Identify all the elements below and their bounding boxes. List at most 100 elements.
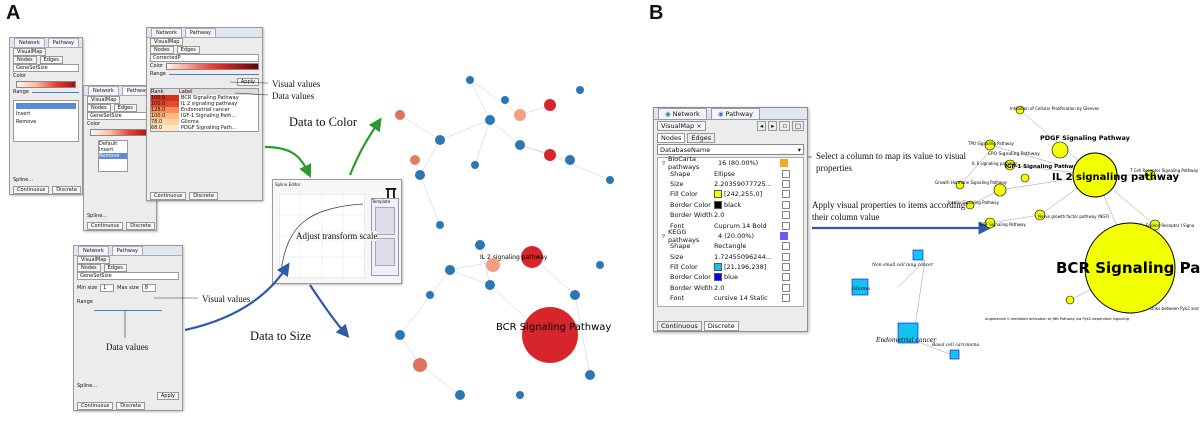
node-bcr[interactable] bbox=[1084, 222, 1176, 314]
tab-continuous[interactable]: Continuous bbox=[150, 192, 187, 200]
node[interactable] bbox=[426, 291, 434, 299]
node-il2[interactable] bbox=[1072, 152, 1118, 198]
table-row[interactable]: 100.0 IL 2 signaling pathway bbox=[151, 101, 258, 107]
tab-visualmap[interactable]: VisualMap bbox=[87, 96, 121, 104]
node[interactable] bbox=[596, 261, 604, 269]
tab-nodes[interactable]: Nodes bbox=[657, 132, 686, 143]
node[interactable] bbox=[435, 135, 445, 145]
node[interactable] bbox=[955, 180, 965, 190]
property-row[interactable]: Size 1.72455096244... bbox=[658, 252, 803, 262]
property-checkbox[interactable] bbox=[782, 211, 790, 220]
discrete-list[interactable]: Insert Remove bbox=[13, 100, 79, 142]
range-slider[interactable] bbox=[168, 73, 259, 75]
node[interactable] bbox=[1051, 141, 1069, 159]
tab-edges[interactable]: Edges bbox=[113, 104, 137, 112]
node[interactable] bbox=[475, 240, 485, 250]
node[interactable] bbox=[410, 155, 420, 165]
node[interactable] bbox=[570, 290, 580, 300]
property-row[interactable]: Font Cuprum 14 Bold bbox=[658, 220, 803, 230]
group-color-swatch[interactable] bbox=[780, 159, 788, 168]
tab-discrete[interactable]: Discrete bbox=[52, 186, 81, 194]
property-checkbox[interactable] bbox=[782, 242, 790, 251]
property-row[interactable]: Size 2.20359077725... bbox=[658, 179, 803, 189]
tab-network[interactable]: Network bbox=[78, 246, 109, 255]
node-basal[interactable] bbox=[949, 349, 960, 360]
property-checkbox[interactable] bbox=[782, 179, 790, 188]
expand-icon[interactable]: ▿ bbox=[662, 159, 666, 168]
node[interactable] bbox=[1144, 169, 1156, 181]
property-row[interactable]: Shape Ellipse bbox=[658, 168, 803, 178]
node[interactable] bbox=[1020, 173, 1030, 183]
property-checkbox[interactable] bbox=[782, 190, 790, 199]
node[interactable] bbox=[455, 390, 465, 400]
node[interactable] bbox=[1015, 105, 1025, 115]
list-item[interactable]: Insert bbox=[16, 111, 31, 117]
menu-item-default[interactable]: Default bbox=[99, 141, 118, 147]
node[interactable] bbox=[395, 110, 405, 120]
node[interactable] bbox=[965, 200, 975, 210]
column-select[interactable]: GeneSetSize bbox=[13, 64, 79, 72]
node-il2[interactable] bbox=[521, 246, 543, 268]
tab-network[interactable]: Network bbox=[151, 28, 182, 37]
restore-icon[interactable]: ▫ bbox=[779, 121, 790, 131]
template-thumb[interactable] bbox=[375, 207, 395, 235]
group-color-swatch[interactable] bbox=[780, 231, 788, 240]
menu-item-insert[interactable]: Insert bbox=[99, 147, 114, 153]
column-select[interactable]: DatabaseName ▾ bbox=[657, 144, 804, 155]
tab-discrete[interactable]: Discrete bbox=[126, 222, 155, 230]
node[interactable] bbox=[606, 176, 614, 184]
tab-continuous[interactable]: Continuous bbox=[77, 402, 114, 410]
property-row[interactable]: Fill Color [21,196,238] bbox=[658, 262, 803, 272]
group-header[interactable]: ▿ BioCarta pathways 16 (80.00%) bbox=[658, 155, 803, 171]
property-row[interactable]: Font cursive 14 Stalic bbox=[658, 293, 803, 303]
tab-nodes[interactable]: Nodes bbox=[13, 56, 37, 64]
node[interactable] bbox=[516, 391, 524, 399]
tab-pathway[interactable]: Pathway bbox=[111, 246, 143, 255]
node[interactable] bbox=[415, 170, 425, 180]
group-header[interactable]: ▿ KEGG pathways 4 (20.00%) bbox=[658, 228, 803, 244]
node[interactable] bbox=[565, 155, 575, 165]
tab-pathway[interactable]: Pathway bbox=[47, 38, 79, 47]
property-checkbox[interactable] bbox=[782, 169, 790, 178]
tab-visualmap[interactable]: VisualMap bbox=[77, 256, 111, 264]
node[interactable] bbox=[515, 140, 525, 150]
property-row[interactable]: Fill Color [242,255,0] bbox=[658, 189, 803, 199]
column-select[interactable]: CorrectedP bbox=[150, 54, 259, 62]
node[interactable] bbox=[1004, 159, 1016, 171]
tab-visualmap[interactable]: VisualMap bbox=[13, 48, 47, 56]
node[interactable] bbox=[984, 139, 996, 151]
node[interactable] bbox=[1065, 295, 1075, 305]
min-size-input[interactable]: 1 bbox=[100, 284, 115, 292]
tab-pathway[interactable]: Pathway bbox=[184, 28, 216, 37]
prev-tab-icon[interactable]: ◂ bbox=[756, 121, 767, 131]
tab-discrete[interactable]: Discrete bbox=[189, 192, 218, 200]
property-checkbox[interactable] bbox=[782, 294, 790, 303]
node[interactable] bbox=[514, 109, 526, 121]
tab-edges[interactable]: Edges bbox=[103, 264, 127, 272]
tab-continuous[interactable]: Continuous bbox=[87, 222, 124, 230]
node-endometrial[interactable] bbox=[897, 322, 919, 344]
property-row[interactable]: Border Color black bbox=[658, 200, 803, 210]
expand-icon[interactable]: ▿ bbox=[662, 231, 666, 240]
node[interactable] bbox=[466, 76, 474, 84]
node[interactable] bbox=[1034, 209, 1046, 221]
spline-link[interactable]: Spline... bbox=[13, 177, 34, 183]
menu-item-remove[interactable]: Remove bbox=[99, 153, 127, 159]
table-row[interactable]: 100.0 BCR Signaling Pathway bbox=[151, 95, 258, 101]
tab-visualmap[interactable]: VisualMap bbox=[150, 38, 184, 46]
max-size-input[interactable]: 8 bbox=[141, 284, 156, 292]
tab-continuous[interactable]: Continuous bbox=[13, 186, 50, 194]
property-checkbox[interactable] bbox=[782, 283, 790, 292]
node[interactable] bbox=[544, 99, 556, 111]
tab-network[interactable]: Network bbox=[88, 86, 119, 95]
property-checkbox[interactable] bbox=[782, 263, 790, 272]
node[interactable] bbox=[485, 115, 495, 125]
spline-link[interactable]: Spline... bbox=[77, 383, 98, 389]
property-row[interactable]: Border Width 2.0 bbox=[658, 283, 803, 293]
node[interactable] bbox=[544, 149, 556, 161]
property-checkbox[interactable] bbox=[782, 221, 790, 230]
tab-pathway[interactable]: ◉ Pathway bbox=[710, 108, 760, 119]
node-glioma[interactable] bbox=[851, 278, 869, 296]
node-nsclc[interactable] bbox=[912, 249, 924, 261]
node[interactable] bbox=[486, 258, 500, 272]
